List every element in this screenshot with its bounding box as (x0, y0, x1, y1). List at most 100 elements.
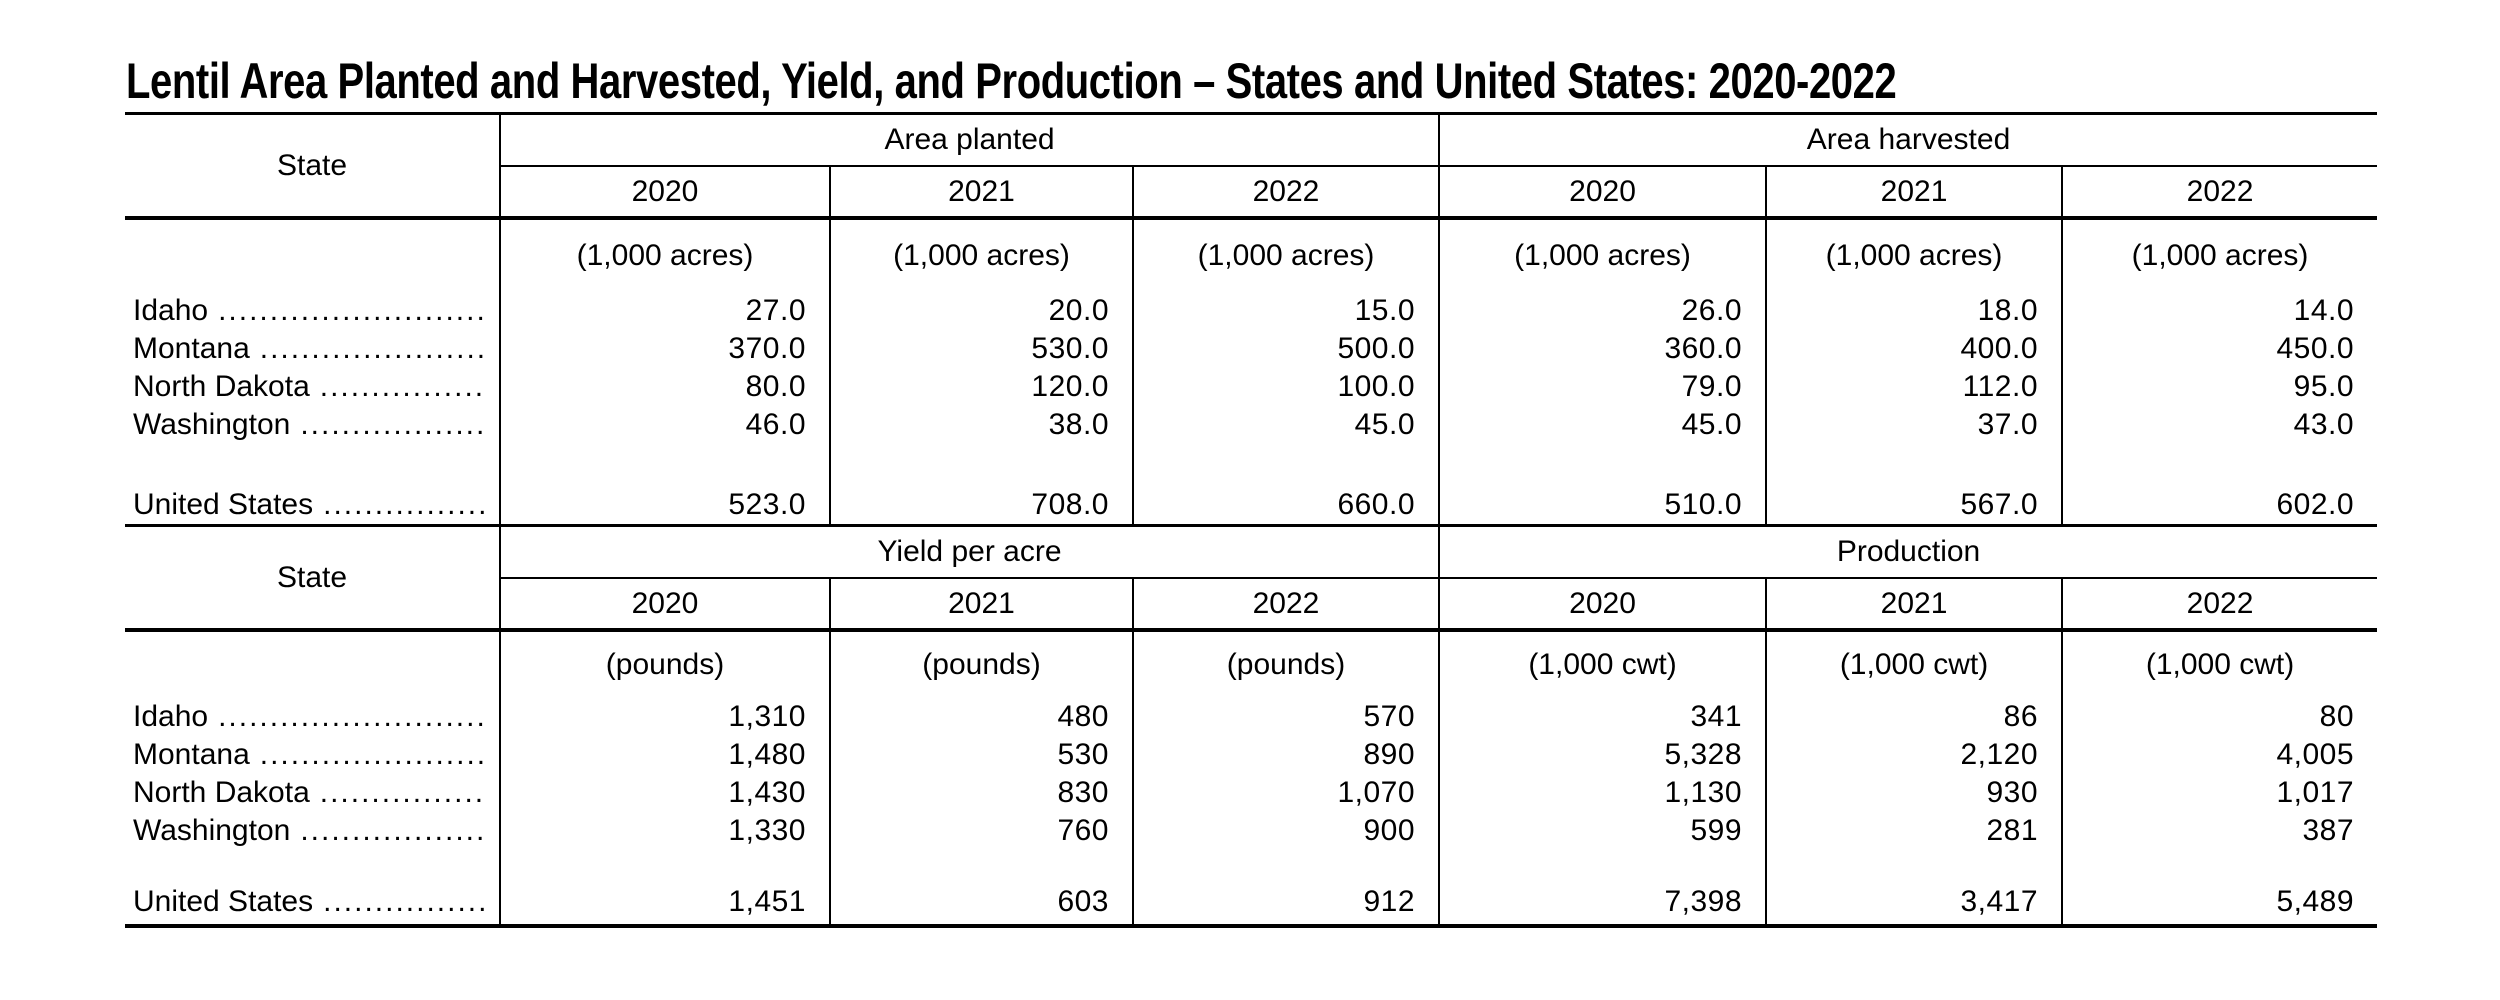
value-cell: 523.0 (499, 485, 830, 527)
state-name: Idaho (133, 294, 209, 327)
value-cell: 120.0 (829, 367, 1133, 406)
value-cell: 500.0 (1131, 329, 1440, 368)
leader-dots: ........................................… (319, 776, 487, 809)
spacer-cell (1131, 443, 1440, 486)
year-header: 2021 (829, 577, 1133, 632)
value-cell: 1,017 (2061, 773, 2378, 812)
year-header: 2020 (499, 577, 830, 632)
value-cell: 26.0 (1438, 291, 1767, 330)
value-cell: 530 (829, 735, 1133, 774)
document-title: Lentil Area Planted and Harvested, Yield… (126, 53, 1897, 109)
year-header: 2021 (829, 165, 1133, 220)
leader-dots: ........................................… (218, 294, 487, 327)
leader-dots: ........................................… (259, 738, 487, 771)
value-cell: 567.0 (1765, 485, 2063, 527)
value-cell: 830 (829, 773, 1133, 812)
table-row: (pounds) (pounds) (pounds) (1,000 cwt) (… (125, 629, 2378, 698)
value-cell: 400.0 (1765, 329, 2063, 368)
value-cell: 86 (1765, 697, 2063, 736)
value-cell: 890 (1131, 735, 1440, 774)
state-label: North Dakota ...........................… (125, 774, 500, 812)
leader-dots: ........................................… (319, 370, 487, 403)
leader-dots: ........................................… (323, 885, 487, 918)
unit-label: (1,000 acres) (499, 217, 830, 292)
year-header: 2020 (499, 165, 830, 220)
group-header-yield-per-acre: Yield per acre (500, 525, 1440, 579)
unit-label: (1,000 acres) (1131, 217, 1440, 292)
value-cell: 530.0 (829, 329, 1133, 368)
state-column-header: State (125, 113, 501, 220)
state-label-wrap: Idaho ..................................… (133, 700, 499, 733)
value-cell: 100.0 (1131, 367, 1440, 406)
table-row: Idaho ..................................… (125, 697, 2378, 736)
value-cell: 5,328 (1438, 735, 1767, 774)
value-cell: 341 (1438, 697, 1767, 736)
state-name: North Dakota (133, 776, 310, 809)
table-row: (1,000 acres) (1,000 acres) (1,000 acres… (125, 217, 2378, 292)
state-label-wrap: Idaho ..................................… (133, 294, 499, 327)
state-label-wrap: Montana ................................… (133, 332, 499, 365)
value-cell: 602.0 (2061, 485, 2378, 527)
value-cell: 1,451 (499, 879, 830, 928)
leader-dots: ........................................… (323, 488, 487, 522)
value-cell: 480 (829, 697, 1133, 736)
state-column-header: State (125, 525, 501, 632)
value-cell: 7,398 (1438, 879, 1767, 928)
state-label-wrap: Washington .............................… (133, 814, 499, 847)
spacer-cell (499, 443, 830, 486)
state-label: North Dakota ...........................… (125, 368, 500, 406)
value-cell: 1,310 (499, 697, 830, 736)
state-label: Montana ................................… (125, 330, 500, 368)
spacer-cell (125, 444, 500, 486)
state-label-wrap: United States ..........................… (133, 488, 499, 521)
group-header-production: Production (1438, 525, 2378, 579)
table-row: Washington .............................… (125, 811, 2378, 850)
unit-label: (1,000 cwt) (1438, 629, 1767, 698)
spacer-cell (1765, 443, 2063, 486)
value-cell: 1,070 (1131, 773, 1440, 812)
state-name: Washington (133, 408, 291, 441)
state-name: Washington (133, 814, 291, 847)
year-header: 2022 (1131, 165, 1440, 220)
value-cell: 930 (1765, 773, 2063, 812)
value-cell: 603 (829, 879, 1133, 928)
spacer-cell (125, 850, 500, 880)
year-header: 2022 (2061, 577, 2378, 632)
spacer-cell (1765, 849, 2063, 880)
state-name: Montana (133, 738, 250, 771)
units-row-stub (125, 630, 500, 698)
state-label: Idaho ..................................… (125, 698, 500, 736)
spacer-cell (2061, 443, 2378, 486)
state-name: United States (133, 885, 314, 918)
value-cell: 80 (2061, 697, 2378, 736)
table-row: State Yield per acre Production (125, 525, 2378, 632)
year-header: 2021 (1765, 577, 2063, 632)
leader-dots: ........................................… (218, 700, 487, 733)
table-row: 2020 2021 2022 2020 2021 2022 (125, 165, 2378, 220)
spacer-cell (499, 849, 830, 880)
value-cell: 281 (1765, 811, 2063, 850)
group-header-area-planted: Area planted (500, 113, 1440, 167)
total-row: United States ..........................… (125, 485, 2378, 527)
leader-dots: ........................................… (300, 814, 487, 847)
value-cell: 37.0 (1765, 405, 2063, 444)
value-cell: 1,330 (499, 811, 830, 850)
state-label-wrap: North Dakota ...........................… (133, 370, 499, 403)
table-row: Montana ................................… (125, 329, 2378, 368)
value-cell: 20.0 (829, 291, 1133, 330)
value-cell: 27.0 (499, 291, 830, 330)
value-cell: 2,120 (1765, 735, 2063, 774)
state-name: North Dakota (133, 370, 310, 403)
value-cell: 95.0 (2061, 367, 2378, 406)
unit-label: (1,000 cwt) (2061, 629, 2378, 698)
table-row: State Area planted Area harvested (125, 113, 2378, 220)
total-row: United States ..........................… (125, 879, 2378, 928)
value-cell: 45.0 (1438, 405, 1767, 444)
state-label-wrap: Washington .............................… (133, 408, 499, 441)
value-cell: 15.0 (1131, 291, 1440, 330)
table-row: North Dakota ...........................… (125, 773, 2378, 812)
year-header: 2020 (1438, 577, 1767, 632)
value-cell: 3,417 (1765, 879, 2063, 928)
table-row: 2020 2021 2022 2020 2021 2022 (125, 577, 2378, 632)
